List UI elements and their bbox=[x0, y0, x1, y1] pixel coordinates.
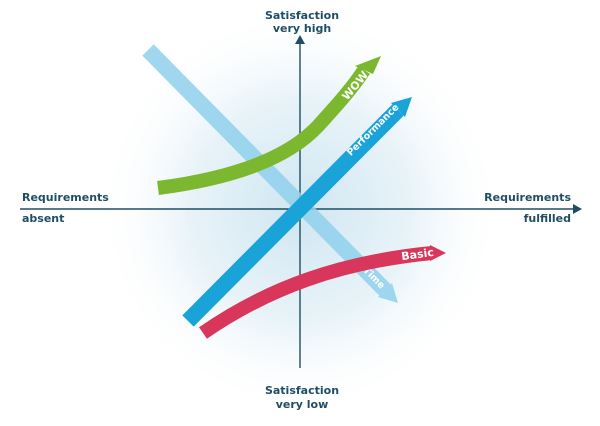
curve-basic-arrow-icon bbox=[430, 245, 446, 261]
axis-top-label-line2: very high bbox=[273, 22, 331, 35]
curve-basic-label: Basic bbox=[400, 246, 434, 263]
axis-bottom-label-line2: very low bbox=[276, 398, 329, 411]
horizontal-axis-arrow-icon bbox=[573, 204, 582, 214]
curve-wow-arrow-icon bbox=[355, 56, 381, 74]
axis-bottom-label-line1: Satisfaction bbox=[265, 384, 339, 397]
axis-top-label-line1: Satisfaction bbox=[265, 9, 339, 22]
curve-basic: Basic bbox=[199, 245, 446, 339]
axis-right-label-line2: fulfilled bbox=[524, 212, 571, 225]
curve-performance-arrow-icon bbox=[391, 97, 412, 117]
curve-time-arrow-icon bbox=[378, 283, 398, 303]
axis-left-label-line2: absent bbox=[22, 212, 64, 225]
axis-left-label-line1: Requirements bbox=[22, 191, 109, 204]
vertical-axis-arrow-icon bbox=[295, 35, 305, 44]
axis-right-label-line1: Requirements bbox=[484, 191, 571, 204]
